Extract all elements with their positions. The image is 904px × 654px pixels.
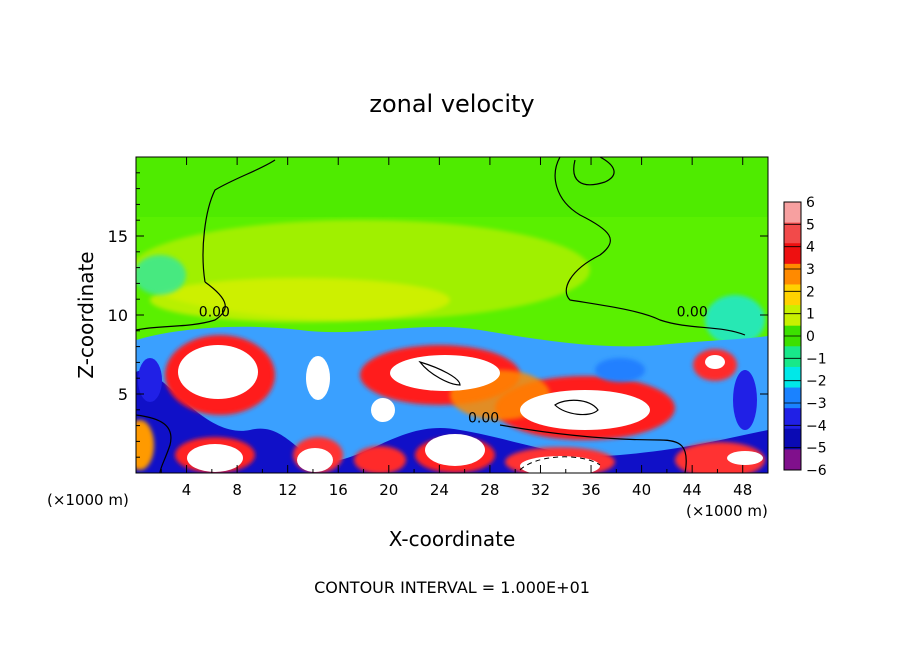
contour-label: 0.00 — [677, 305, 708, 321]
x-tick-label: 4 — [182, 481, 192, 499]
contour-label: 0.00 — [199, 305, 230, 321]
max-core — [187, 444, 243, 472]
colorbar-label: −6 — [806, 463, 827, 479]
colorbar-swatch — [784, 305, 801, 327]
colorbar-label: 4 — [806, 240, 815, 256]
x-tick-label: 12 — [278, 481, 297, 499]
colorbar-swatch — [784, 222, 801, 244]
x-tick-label: 24 — [430, 481, 449, 499]
colorbar-label: 5 — [806, 217, 815, 233]
y-axis-label: Z-coordinate — [74, 251, 98, 378]
x-axis-label: X-coordinate — [389, 527, 516, 551]
max-core — [178, 345, 258, 399]
chart-title: zonal velocity — [369, 90, 534, 118]
x-tick-label: 36 — [581, 481, 600, 499]
colorbar-swatch — [784, 263, 801, 285]
contour-label: 0.00 — [468, 410, 499, 426]
max-core — [705, 355, 725, 369]
colorbar-label: −4 — [806, 418, 827, 434]
x-tick-label: 48 — [733, 481, 752, 499]
max-core — [390, 355, 500, 391]
colorbar-label: 2 — [806, 284, 815, 300]
x-tick-label: 8 — [232, 481, 242, 499]
max-core — [297, 448, 333, 472]
contour-interval-note: CONTOUR INTERVAL = 1.000E+01 — [314, 578, 590, 597]
max-core — [727, 451, 763, 465]
max-core — [425, 434, 485, 466]
y-axis: 5 10 15 — [108, 172, 768, 458]
colorbar-swatch — [784, 243, 801, 265]
field-cyan-patch — [705, 295, 765, 345]
colorbar-swatch — [784, 428, 801, 450]
max-core — [371, 398, 395, 422]
colorbar-swatch — [784, 346, 801, 368]
colorbar: 6 5 4 3 2 1 0 −1 −2 −3 −4 −5 −6 — [783, 195, 827, 479]
colorbar-swatch — [784, 449, 801, 471]
colorbar-label: −1 — [806, 351, 827, 367]
colorbar-swatch — [784, 366, 801, 389]
max-core — [306, 356, 330, 400]
x-axis: 4 8 12 16 20 24 28 32 36 40 44 48 — [160, 157, 752, 499]
colorbar-swatch — [784, 202, 801, 224]
y-tick-label: 10 — [108, 306, 128, 325]
x-unit-label: (×1000 m) — [686, 502, 768, 520]
x-tick-label: 28 — [480, 481, 499, 499]
colorbar-label: −2 — [806, 374, 827, 390]
x-tick-label: 20 — [379, 481, 398, 499]
x-tick-label: 40 — [632, 481, 651, 499]
x-tick-label: 32 — [531, 481, 550, 499]
y-unit-label: (×1000 m) — [47, 491, 129, 509]
max-core — [520, 390, 650, 430]
contour-labels: 0.00 0.00 0.00 — [199, 305, 708, 427]
field-band-light — [136, 157, 768, 217]
colorbar-label: −3 — [806, 396, 827, 412]
colorbar-label: 3 — [806, 262, 815, 278]
lower-layer — [136, 326, 768, 473]
negative-contour — [519, 456, 601, 471]
colorbar-label: −5 — [806, 441, 827, 457]
field-cyan-patch-2 — [136, 255, 186, 295]
x-tick-label: 44 — [683, 481, 702, 499]
plot-area: 0.000.000.00 4 8 12 16 20 24 28 32 36 40 44 48 5101… — [108, 156, 769, 499]
zero-contour — [136, 157, 746, 473]
colorbar-label: 6 — [806, 195, 815, 211]
y-tick-label: 5 — [118, 385, 128, 404]
colorbar-swatch — [784, 387, 801, 409]
colorbar-swatch — [784, 284, 801, 306]
colorbar-swatch — [784, 408, 801, 430]
y-tick-label: 15 — [108, 227, 128, 246]
field-yellow-band-2 — [150, 278, 450, 322]
colorbar-label: 0 — [806, 329, 815, 345]
colorbar-label: 1 — [806, 307, 815, 323]
x-tick-label: 16 — [329, 481, 348, 499]
